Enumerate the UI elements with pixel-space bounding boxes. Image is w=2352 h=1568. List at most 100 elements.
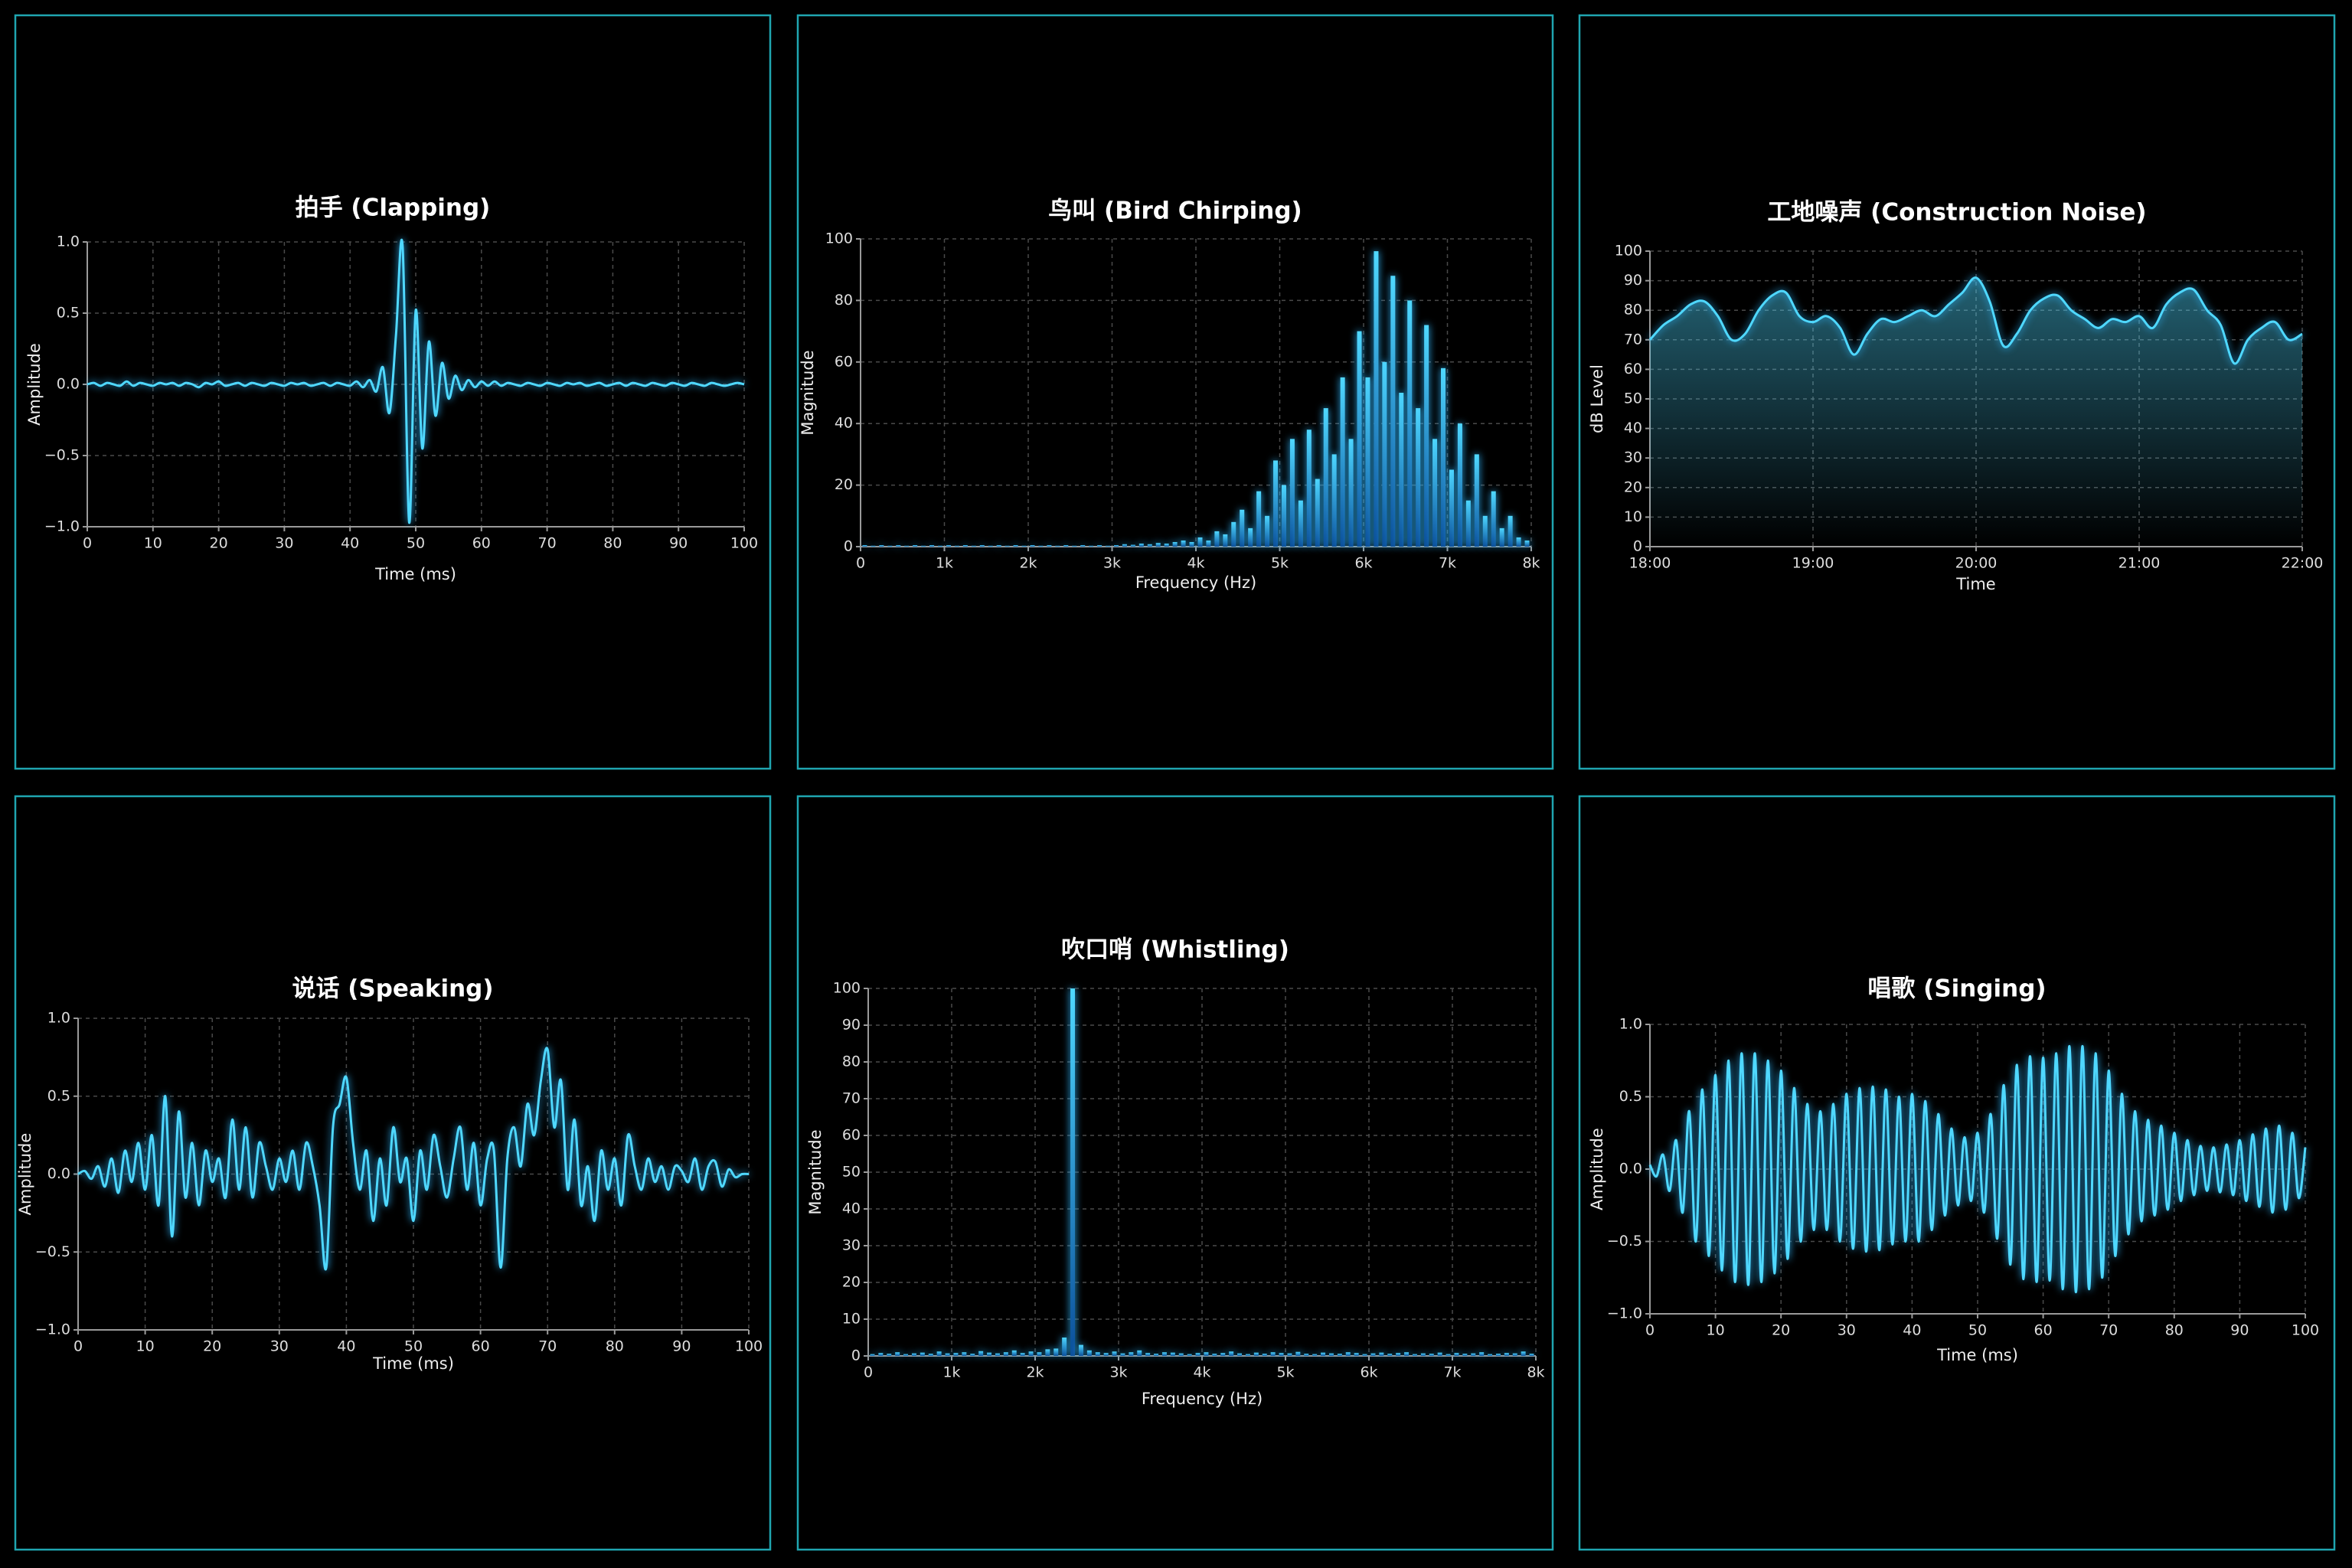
x-tick-label: 0 <box>83 535 92 552</box>
spectrum-bar <box>1424 325 1429 547</box>
spectrum-bar <box>1306 430 1312 547</box>
x-tick-label: 0 <box>856 555 865 572</box>
spectrum-bar <box>1113 544 1119 547</box>
x-tick-label: 2k <box>1026 1364 1044 1381</box>
spectrum-bar <box>1097 544 1102 547</box>
x-tick-label: 40 <box>337 1338 355 1355</box>
spectrum-bar <box>1499 528 1504 547</box>
chart-panel: 鸟叫 (Bird Chirping) 0 20 40 60 80 100 0 1k 2k 3k 4k 5… <box>796 14 1554 770</box>
spectrum-bar <box>1004 545 1010 547</box>
spectrum-bar <box>1495 1354 1501 1356</box>
x-tick-label: 90 <box>669 535 688 552</box>
spectrum-bar <box>1457 423 1462 547</box>
spectrum-bar <box>987 1352 992 1356</box>
x-tick-label: 7k <box>1439 555 1456 572</box>
spectrum-bar <box>1013 544 1018 547</box>
spectrum-bar <box>1253 1352 1259 1356</box>
area-fill <box>1650 277 2302 547</box>
x-tick-label: 8k <box>1522 555 1540 572</box>
spectrum-bar <box>921 545 926 547</box>
spectrum-bar <box>1379 1352 1384 1356</box>
spectrum-bar <box>1231 521 1236 547</box>
spectrum-bar <box>913 544 918 547</box>
y-tick-label: −0.5 <box>44 447 80 464</box>
y-tick-label: 90 <box>842 1017 861 1034</box>
spectrum-bar <box>988 545 993 547</box>
y-tick-label: 60 <box>1624 361 1642 377</box>
x-tick-label: 3k <box>1103 555 1121 572</box>
spectrum-bar <box>870 1354 875 1356</box>
x-tick-label: 10 <box>1707 1322 1725 1339</box>
spectrum-bar <box>1437 1352 1442 1356</box>
spectrum-bar <box>978 1351 984 1356</box>
spectrum-bar <box>878 1353 884 1356</box>
y-tick-label: 40 <box>1624 420 1642 436</box>
x-tick-label: 8k <box>1527 1364 1544 1381</box>
spectrum-bar <box>1412 1354 1417 1356</box>
spectrum-bar <box>995 1353 1000 1356</box>
spectrum-bar <box>1161 1352 1167 1356</box>
x-tick-label: 30 <box>1838 1322 1856 1339</box>
spectrum-bar <box>1204 1352 1209 1356</box>
spectrum-bar <box>1145 1353 1151 1356</box>
x-tick-label: 40 <box>341 535 359 552</box>
y-tick-label: 60 <box>835 353 853 370</box>
spectrum-bar <box>1262 1354 1267 1356</box>
spectrum-bar <box>1223 534 1228 547</box>
x-tick-label: 19:00 <box>1792 555 1834 572</box>
spectrum-bar <box>1281 485 1286 547</box>
spectrum-bar <box>1396 1353 1401 1356</box>
spectrum-bar <box>1265 515 1270 547</box>
y-tick-label: −1.0 <box>35 1321 70 1338</box>
spectrum-bar <box>1214 531 1220 547</box>
y-tick-label: 100 <box>1615 243 1642 260</box>
spectrum-bar <box>1129 1352 1134 1356</box>
spectrum-bar <box>936 1351 942 1356</box>
spectrum-bar <box>1003 1352 1008 1356</box>
spectrum-bar <box>1524 540 1530 547</box>
x-tick-label: 4k <box>1193 1364 1210 1381</box>
spectrum-bar <box>1095 1352 1100 1356</box>
spectrum-bar <box>1465 500 1471 547</box>
y-tick-label: 20 <box>835 476 853 493</box>
y-tick-label: 40 <box>842 1200 861 1217</box>
y-tick-label: 0.0 <box>57 376 80 393</box>
panel-border <box>796 795 1554 1551</box>
spectrum-bar <box>1390 276 1396 547</box>
spectrum-bar <box>911 1353 916 1356</box>
x-tick-label: 18:00 <box>1629 555 1671 572</box>
spectrum-bar <box>1504 1353 1509 1356</box>
y-tick-label: 0.5 <box>57 305 80 322</box>
spectrum-bar <box>1471 1353 1476 1356</box>
spectrum-bar <box>871 545 876 547</box>
y-axis-label: Amplitude <box>1588 1128 1606 1210</box>
x-tick-label: 30 <box>270 1338 289 1355</box>
chart-title: 说话 (Speaking) <box>292 975 493 1003</box>
spectrum-bar <box>971 545 976 547</box>
x-tick-label: 60 <box>472 535 491 552</box>
spectrum-bar <box>1011 1350 1017 1356</box>
spectrum-bar <box>1462 1354 1468 1356</box>
x-tick-label: 1k <box>942 1364 960 1381</box>
x-tick-label: 20:00 <box>1955 555 1998 572</box>
spectrum-bar <box>1164 543 1169 547</box>
x-tick-label: 3k <box>1109 1364 1127 1381</box>
y-tick-label: 1.0 <box>1619 1016 1642 1033</box>
x-tick-label: 60 <box>472 1338 490 1355</box>
waveform <box>87 238 745 524</box>
x-tick-label: 7k <box>1443 1364 1461 1381</box>
spectrum-bar <box>962 544 968 547</box>
spectrum-bar <box>1491 491 1496 547</box>
x-tick-label: 10 <box>144 535 162 552</box>
y-tick-label: 50 <box>1624 390 1642 407</box>
spectrum-bar <box>1289 439 1295 547</box>
y-tick-label: 40 <box>835 415 853 432</box>
spectrum-bar <box>1420 1353 1426 1356</box>
spectrum-bar <box>1449 469 1454 547</box>
spectrum-bar <box>1155 543 1161 547</box>
spectrum-bar <box>970 1354 975 1356</box>
spectrum-bar <box>896 544 901 547</box>
x-tick-label: 80 <box>2165 1322 2184 1339</box>
spectrum-bar <box>1508 515 1513 547</box>
spectrum-bar <box>1454 1353 1459 1356</box>
